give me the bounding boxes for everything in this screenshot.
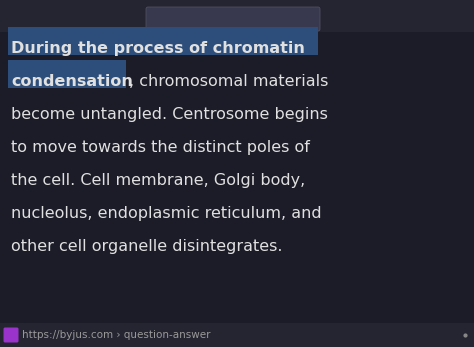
Bar [0, 323, 474, 347]
Text: become untangled. Centrosome begins: become untangled. Centrosome begins [11, 107, 328, 122]
Text: other cell organelle disintegrates.: other cell organelle disintegrates. [11, 239, 283, 254]
Bar [8, 27, 318, 55]
Text: condensation: condensation [11, 74, 133, 89]
Bar [0, 0, 474, 32]
Text: to move towards the distinct poles of: to move towards the distinct poles of [11, 140, 310, 155]
Text: During the process of chromatin: During the process of chromatin [11, 41, 305, 56]
FancyBboxPatch shape [146, 7, 320, 31]
Text: , chromosomal materials: , chromosomal materials [129, 74, 328, 89]
Text: nucleolus, endoplasmic reticulum, and: nucleolus, endoplasmic reticulum, and [11, 206, 322, 221]
Text: https://byjus.com › question-answer: https://byjus.com › question-answer [22, 330, 210, 340]
Bar [8, 60, 126, 88]
Text: the cell. Cell membrane, Golgi body,: the cell. Cell membrane, Golgi body, [11, 173, 305, 188]
FancyBboxPatch shape [3, 328, 18, 342]
